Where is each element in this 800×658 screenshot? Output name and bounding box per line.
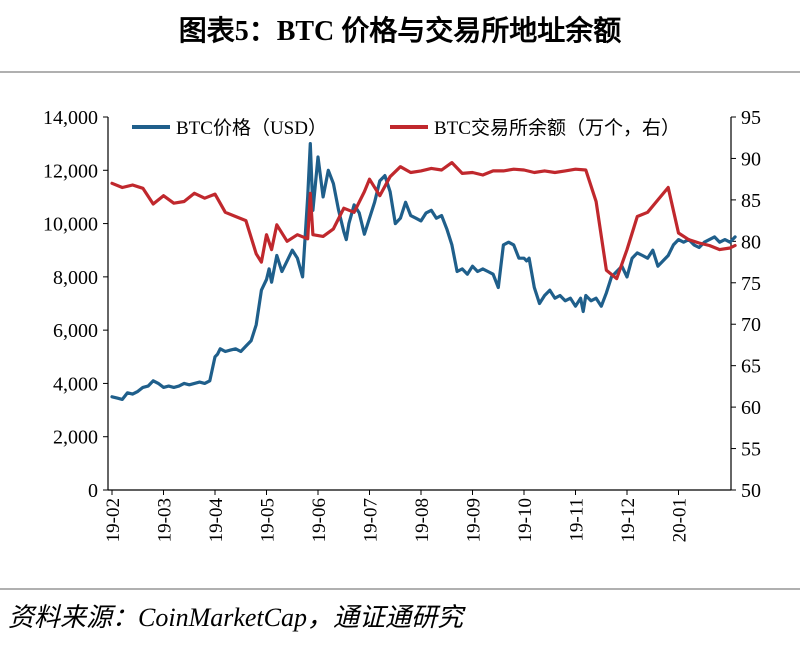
- left-tick-label: 14,000: [43, 107, 98, 129]
- right-tick-label: 50: [741, 480, 761, 502]
- legend: BTC价格（USD） BTC交易所余额（万个，右）: [132, 117, 680, 139]
- left-tick-label: 4,000: [53, 373, 98, 395]
- x-tick-label: 19-08: [412, 498, 433, 542]
- right-tick-label: 85: [741, 190, 761, 212]
- exchange-balance-line: [110, 161, 737, 281]
- x-tick-label: 19-09: [464, 498, 485, 542]
- x-tick-label: 19-07: [361, 498, 382, 542]
- legend-label-balance: BTC交易所余额（万个，右）: [434, 117, 680, 139]
- right-tick-label: 60: [741, 397, 761, 419]
- x-tick-label: 20-01: [670, 498, 691, 542]
- right-tick-label: 75: [741, 273, 761, 295]
- x-tick-label: 19-03: [155, 498, 176, 542]
- left-tick-label: 10,000: [43, 214, 98, 236]
- x-tick-label: 19-11: [567, 498, 588, 542]
- x-tick-label: 19-02: [103, 498, 124, 542]
- btc-price-line: [110, 142, 737, 401]
- source-note: 资料来源：CoinMarketCap，通证通研究: [8, 603, 463, 632]
- left-tick-label: 8,000: [53, 267, 98, 289]
- series-lines: [110, 142, 737, 401]
- figure-title: 图表5：BTC 价格与交易所地址余额: [178, 16, 622, 47]
- right-tick-label: 80: [741, 231, 761, 253]
- left-tick-label: 0: [88, 480, 98, 502]
- legend-label-price: BTC价格（USD）: [176, 117, 327, 139]
- right-tick-label: 90: [741, 148, 761, 170]
- right-tick-label: 95: [741, 107, 761, 129]
- left-tick-label: 2,000: [53, 427, 98, 449]
- axes: 0 2,000 4,000 6,000 8,000 10,000 12,000 14,000 5…: [43, 107, 761, 542]
- x-tick-label: 19-10: [515, 498, 536, 542]
- x-tick-label: 19-12: [618, 498, 639, 542]
- left-tick-label: 12,000: [43, 160, 98, 182]
- source-divider: [0, 588, 800, 590]
- x-tick-label: 19-06: [309, 498, 330, 542]
- x-tick-label: 19-05: [258, 498, 279, 542]
- left-tick-label: 6,000: [53, 320, 98, 342]
- x-tick-label: 19-04: [206, 498, 227, 543]
- title-divider: [0, 71, 800, 73]
- right-tick-label: 65: [741, 356, 761, 378]
- right-tick-label: 70: [741, 314, 761, 336]
- right-tick-label: 55: [741, 439, 761, 461]
